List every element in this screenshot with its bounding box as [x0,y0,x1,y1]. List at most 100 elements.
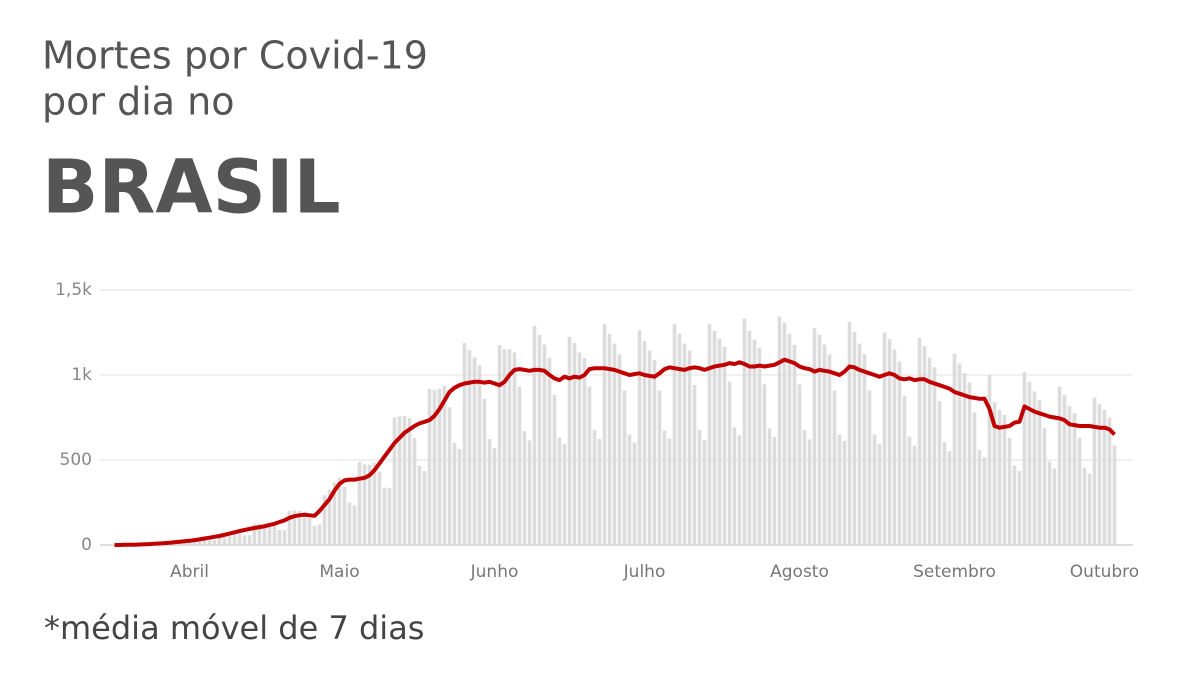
bar [1108,418,1112,545]
bar [558,438,562,545]
chart-title: por dia no [42,80,234,124]
bar [353,506,357,545]
bar [658,390,662,545]
bar [788,334,792,545]
bar [828,354,832,545]
bar [783,323,787,545]
bar [313,526,317,545]
bar [578,352,582,545]
bar [678,334,682,545]
bar [818,335,822,545]
bar [848,322,852,545]
bar [1043,428,1047,545]
bar [1033,391,1037,545]
bar [648,351,652,545]
bar [843,441,847,545]
bar [1073,413,1077,545]
bar [543,345,547,545]
bar [1063,395,1067,545]
bar [553,395,557,545]
bar [423,471,427,545]
bar [898,362,902,545]
bar [613,344,617,545]
bar [528,440,532,545]
bar [563,444,567,545]
bar [473,357,477,545]
bar [483,399,487,545]
bar [938,401,942,545]
bar [1008,438,1012,545]
bar [213,540,217,545]
bar [943,442,947,545]
bar [743,319,747,545]
x-tick-label: Junho [470,562,519,582]
bar [778,317,782,545]
bar [373,463,377,545]
bar [908,437,912,545]
bar [773,437,777,545]
y-tick-label: 1k [71,365,92,385]
bar [548,358,552,545]
bar [523,431,527,545]
bar [1023,372,1027,545]
bar [478,365,482,545]
bar [933,367,937,545]
bar [653,360,657,545]
bar [318,525,322,545]
bar [953,354,957,545]
bar [808,439,812,545]
bar [958,363,962,545]
bar [878,444,882,545]
bar [603,324,607,545]
bar [1048,462,1052,545]
bar [533,326,537,545]
bar [453,443,457,545]
bar [583,358,587,545]
bar [1018,471,1022,545]
bar [813,328,817,545]
bar [968,382,972,545]
bar [493,448,497,545]
bar [573,343,577,545]
bar [1003,415,1007,545]
bar [903,396,907,545]
bar [973,413,977,545]
bar [638,330,642,545]
bar [838,435,842,546]
bar [823,345,827,545]
bar [723,347,727,545]
bar [208,540,212,545]
bar [893,350,897,546]
bar [718,339,722,545]
bar [623,390,627,545]
bar [668,438,672,545]
bar [673,324,677,545]
bar [913,446,917,545]
bar [378,472,382,545]
bar [383,488,387,545]
bar [283,530,287,545]
bar [748,331,752,545]
bar [443,386,447,545]
bar [793,345,797,545]
x-tick-label: Agosto [770,562,829,582]
bar [278,530,282,545]
bar [988,375,992,545]
bar [853,332,857,545]
bar [343,487,347,545]
bar [1103,410,1107,545]
bar [1098,404,1102,545]
bar [768,428,772,545]
bar [738,435,742,545]
x-tick-label: Maio [319,562,359,582]
bar [1113,446,1117,545]
bar [1088,474,1092,545]
bar [588,387,592,545]
bar [618,354,622,545]
bar [468,350,472,545]
bar [693,385,697,545]
bar [628,435,632,546]
bar [463,343,467,545]
chart-subtitle: BRASIL [42,145,341,231]
